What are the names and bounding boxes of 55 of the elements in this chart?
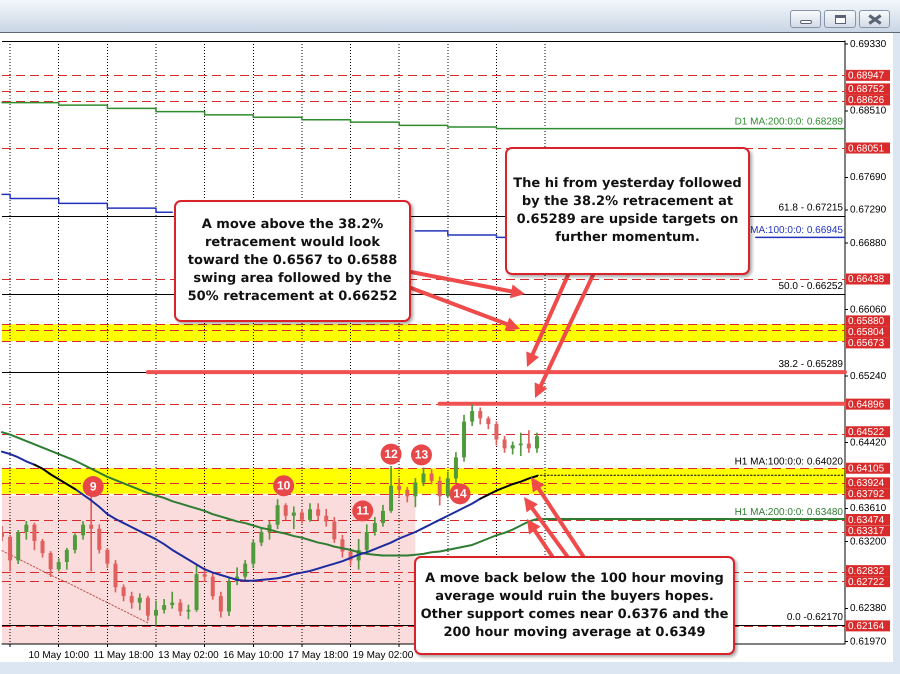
x-tick-label: 17 May 18:00 (288, 650, 349, 661)
ref-line-label: 0.62832 (848, 566, 885, 577)
y-tick-label: 0.61970 (850, 636, 887, 648)
ref-line-label: 0.63924 (848, 478, 885, 490)
x-tick-label: 13 May 02:00 (158, 650, 220, 661)
y-tick-label: 0.63610 (850, 503, 887, 514)
x-tick-label: 11 May 18:00 (94, 650, 154, 661)
x-tick-label: 19 May 02:00 (352, 650, 414, 661)
ref-line-label: 0.68752 (848, 84, 885, 96)
annotation: 10 (276, 478, 291, 493)
ref-line-label: 0.64896 (848, 399, 885, 410)
data-label: D1 MA:200:0:0: 0.68289 (734, 116, 844, 128)
ref-line-label: 0.64522 (848, 426, 885, 438)
annotation: The hi from yesterday followed by the 38.2% retracement at 0.65289 are upside targets on further momentum. (513, 175, 742, 247)
annotation: 0.0 -0.62170 (786, 612, 844, 624)
y-tick-label: 0.65240 (850, 370, 887, 382)
ref-line-label: 0.66438 (848, 274, 885, 286)
annotation: 11 (356, 504, 370, 518)
annotation: 14 (453, 486, 467, 501)
ref-line-label: 0.63474 (848, 514, 885, 526)
ref-line-label: 0.68051 (848, 143, 885, 154)
x-tick-label: 16 May 10:00 (222, 650, 284, 661)
data-label: H1 MA:200:0:0: 0.63480 (734, 506, 844, 518)
candlestick (154, 600, 158, 626)
annotation: A move back below the 100 hour moving average would ruin the buyers hopes. Other support comes near 0.6376 and the 200 hour moving average at 0.6349 (420, 570, 729, 642)
annotation: 9 (90, 479, 97, 494)
y-tick-label: 0.63200 (850, 536, 887, 548)
y-tick-label: 0.66880 (850, 238, 887, 249)
annotation: A move above the 38.2% retracement would look toward the 0.6567 to 0.6588 swing area followed by the 50% retracement at 0.66252 (186, 216, 398, 306)
annotation: 13 (414, 448, 428, 462)
y-tick-label: 0.68510 (850, 106, 887, 117)
ref-line-label: 0.65804 (848, 327, 885, 338)
annotation: 12 (384, 446, 398, 461)
x-tick-label: 10 May 10:00 (28, 650, 90, 661)
data-label: MA:100:0:0: 0.66945 (750, 225, 844, 236)
y-tick-label: 0.66060 (850, 304, 887, 316)
ref-line-label: 0.68947 (848, 70, 885, 82)
annotation: 38.2 - 0.65289 (778, 358, 844, 370)
y-tick-label: 0.62380 (850, 603, 887, 614)
y-tick-label: 0.69330 (850, 38, 887, 50)
annotation: 61.8 - 0.67215 (778, 202, 844, 214)
candlestick (186, 604, 190, 620)
y-tick-label: 0.67690 (850, 172, 887, 184)
ref-line-label: 0.62164 (848, 621, 885, 632)
ref-line-label: 0.63317 (848, 526, 885, 537)
y-tick-label: 0.64420 (850, 437, 887, 448)
ref-line-label: 0.63792 (848, 489, 885, 500)
annotation: 50.0 - 0.66252 (778, 280, 844, 292)
y-tick-label: 0.67290 (850, 204, 887, 216)
ref-line-label: 0.65673 (848, 338, 885, 350)
ref-line-label: 0.64105 (848, 464, 885, 475)
ref-line-label: 0.65880 (848, 316, 885, 328)
data-label: H1 MA:100:0:0: 0.64020 (734, 456, 844, 468)
ref-line-label: 0.62722 (848, 576, 885, 588)
ref-line-label: 0.68626 (848, 95, 885, 106)
